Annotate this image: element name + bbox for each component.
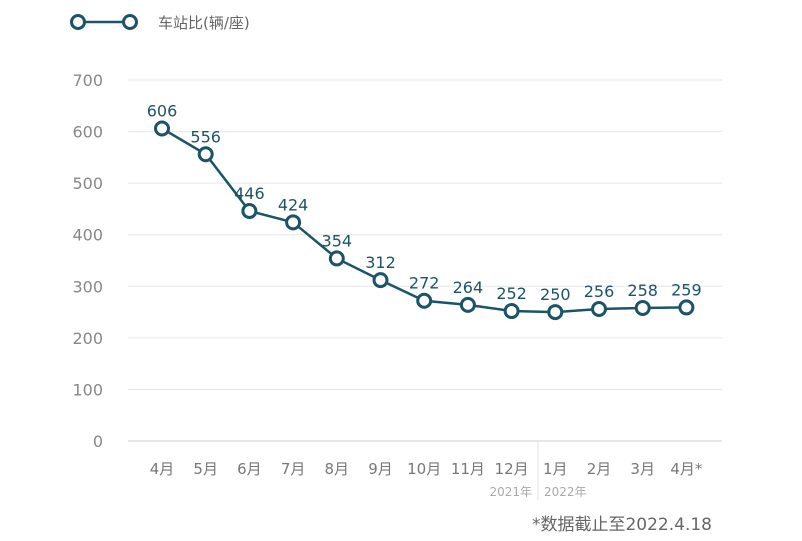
year-label-2022: 2022年	[544, 485, 587, 499]
data-point	[459, 296, 476, 313]
data-label: 272	[409, 274, 440, 293]
x-tick-label: 4月	[150, 460, 175, 478]
x-tick-label: 2月	[587, 460, 612, 478]
data-label: 264	[453, 278, 484, 297]
footnote: *数据截止至2022.4.18	[532, 515, 712, 535]
data-point	[241, 202, 258, 219]
data-label: 259	[671, 280, 702, 299]
y-tick-label: 200	[72, 329, 103, 348]
x-tick-label: 1月	[543, 460, 568, 478]
data-label: 424	[278, 195, 309, 214]
data-point	[372, 272, 389, 289]
x-tick-label: 10月	[407, 460, 441, 478]
y-tick-label: 0	[93, 432, 103, 451]
data-label: 258	[627, 281, 658, 300]
y-tick-label: 600	[72, 123, 103, 142]
x-tick-label: 12月	[495, 460, 529, 478]
data-label: 250	[540, 285, 571, 304]
data-label: 354	[322, 231, 353, 250]
x-tick-label: 3月	[630, 460, 655, 478]
data-point	[547, 304, 564, 321]
x-tick-label: 11月	[451, 460, 485, 478]
y-tick-label: 500	[72, 174, 103, 193]
data-point	[154, 120, 170, 137]
year-label-2021: 2021年	[489, 485, 532, 499]
x-tick-label: 7月	[281, 460, 306, 478]
x-tick-label: 4月*	[670, 460, 703, 478]
x-tick-label: 5月	[193, 460, 218, 478]
legend-marker	[122, 14, 138, 30]
data-point	[285, 214, 302, 231]
data-label: 252	[496, 284, 527, 303]
data-label: 556	[190, 127, 221, 146]
y-tick-label: 300	[72, 277, 103, 296]
data-label: 312	[365, 253, 396, 272]
data-point	[197, 146, 214, 163]
data-label: 606	[147, 101, 178, 120]
x-tick-label: 9月	[368, 460, 393, 478]
data-point	[634, 299, 651, 316]
data-label: 446	[234, 184, 265, 203]
y-tick-label: 400	[72, 226, 103, 245]
data-label: 256	[584, 282, 615, 301]
x-tick-label: 8月	[325, 460, 350, 478]
x-tick-label: 6月	[237, 460, 262, 478]
data-point	[678, 299, 695, 316]
data-point	[416, 292, 433, 309]
legend-label: 车站比(辆/座)	[158, 14, 250, 32]
y-tick-label: 700	[72, 71, 103, 90]
data-point	[503, 303, 520, 320]
data-point	[591, 300, 607, 317]
legend-marker	[70, 14, 86, 30]
data-point	[328, 250, 345, 267]
y-tick-label: 100	[72, 380, 103, 399]
